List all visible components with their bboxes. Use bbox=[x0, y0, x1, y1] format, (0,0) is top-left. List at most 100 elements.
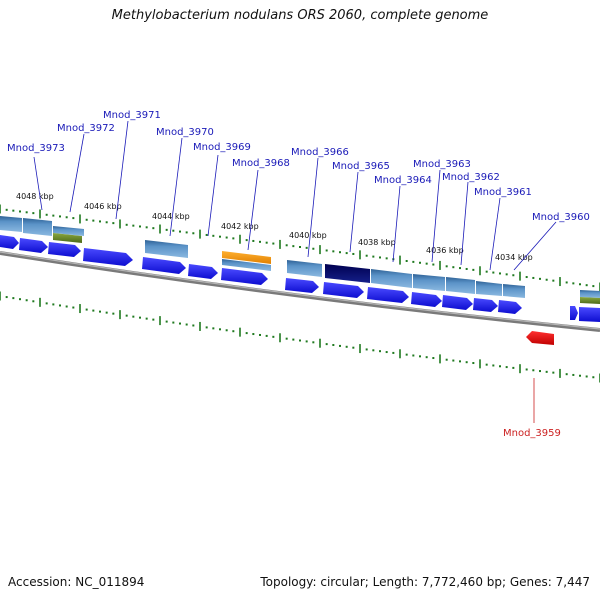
ruler-dot bbox=[579, 283, 581, 286]
gene-label-mnod-3973[interactable]: Mnod_3973 bbox=[7, 143, 65, 154]
reverse-gene-arrow[interactable] bbox=[526, 331, 554, 345]
cds-feature-dark[interactable] bbox=[325, 264, 370, 283]
ruler-dot bbox=[132, 224, 135, 227]
ruler-dot bbox=[179, 322, 181, 325]
cds-feature[interactable] bbox=[476, 281, 502, 296]
cds-feature[interactable] bbox=[145, 240, 188, 258]
ruler-dot bbox=[225, 236, 228, 239]
ruler-dot bbox=[585, 284, 588, 287]
cds-feature[interactable] bbox=[53, 226, 84, 236]
gene-arrow[interactable] bbox=[285, 278, 319, 293]
gene-label-mnod-3961[interactable]: Mnod_3961 bbox=[474, 187, 532, 198]
callout-line bbox=[207, 154, 219, 237]
ruler-dot bbox=[139, 316, 141, 319]
gene-arrow[interactable] bbox=[221, 268, 268, 285]
cds-feature[interactable] bbox=[446, 277, 475, 294]
ruler-dot bbox=[485, 363, 488, 366]
ruler-dot bbox=[32, 212, 35, 215]
forward-gene-track bbox=[0, 235, 600, 322]
ruler-dot bbox=[45, 302, 48, 305]
ruler-dot bbox=[412, 354, 415, 357]
ruler-dot bbox=[125, 314, 128, 317]
cds-feature[interactable] bbox=[0, 216, 22, 232]
gene-arrow[interactable] bbox=[0, 235, 19, 249]
gene-arrow[interactable] bbox=[411, 292, 442, 307]
ruler-label-4044: 4044 kbp bbox=[152, 212, 190, 221]
ruler-dot bbox=[232, 330, 235, 333]
cds-feature-green[interactable] bbox=[580, 297, 600, 304]
gene-label-mnod-3970[interactable]: Mnod_3970 bbox=[156, 127, 214, 138]
ruler-dot bbox=[505, 366, 508, 369]
gene-label-mnod-3959[interactable]: Mnod_3959 bbox=[503, 428, 561, 439]
gene-label-mnod-3965[interactable]: Mnod_3965 bbox=[332, 161, 390, 172]
gene-label-mnod-3960[interactable]: Mnod_3960 bbox=[532, 212, 590, 223]
gene-arrow[interactable] bbox=[323, 282, 364, 298]
ruler-dot bbox=[299, 246, 301, 248]
gene-arrow[interactable] bbox=[367, 287, 409, 303]
cds-feature[interactable] bbox=[23, 218, 52, 236]
ruler-dot bbox=[59, 215, 61, 218]
ruler-label-4048: 4048 kbp bbox=[16, 192, 54, 201]
ruler-dot bbox=[345, 345, 348, 348]
ruler-dot bbox=[185, 231, 188, 234]
ruler-dot bbox=[392, 351, 395, 354]
ruler-dot bbox=[452, 359, 455, 362]
gene-label-mnod-3962[interactable]: Mnod_3962 bbox=[442, 172, 500, 183]
callout-line bbox=[115, 120, 129, 220]
gene-arrow[interactable] bbox=[442, 295, 473, 310]
ruler-dot bbox=[552, 371, 555, 374]
ruler-label-4034: 4034 kbp bbox=[495, 253, 533, 262]
genome-backbone bbox=[0, 251, 600, 332]
gene-arrow[interactable] bbox=[579, 307, 600, 322]
gene-label-mnod-3966[interactable]: Mnod_3966 bbox=[291, 147, 349, 158]
cds-feature[interactable] bbox=[580, 290, 600, 298]
ruler-dot bbox=[32, 300, 35, 303]
ruler-dot bbox=[219, 235, 221, 238]
ruler-dot bbox=[512, 274, 515, 277]
gene-arrow[interactable] bbox=[498, 300, 522, 314]
ruler-dot bbox=[472, 268, 475, 271]
ruler-dot bbox=[12, 297, 15, 300]
ruler-dot bbox=[552, 279, 555, 282]
cds-feature[interactable] bbox=[371, 269, 412, 288]
gene-label-mnod-3963[interactable]: Mnod_3963 bbox=[413, 159, 471, 170]
gene-label-mnod-3969[interactable]: Mnod_3969 bbox=[193, 142, 251, 153]
ruler-dot bbox=[85, 308, 88, 311]
ruler-dot bbox=[85, 218, 88, 221]
gene-label-mnod-3964[interactable]: Mnod_3964 bbox=[374, 175, 432, 186]
ruler-dot bbox=[212, 327, 215, 330]
gene-label-mnod-3972[interactable]: Mnod_3972 bbox=[57, 123, 115, 134]
cds-feature[interactable] bbox=[287, 260, 322, 277]
cds-feature[interactable] bbox=[503, 284, 525, 298]
ruler-dot bbox=[525, 276, 528, 279]
ruler-dot bbox=[352, 346, 355, 349]
gene-label-mnod-3968[interactable]: Mnod_3968 bbox=[232, 158, 290, 169]
ruler-dot bbox=[45, 213, 48, 216]
gene-arrow[interactable] bbox=[188, 264, 218, 279]
ruler-dot bbox=[25, 299, 28, 302]
cds-feature-green[interactable] bbox=[53, 233, 82, 243]
ruler-dot bbox=[592, 285, 595, 288]
cds-feature-orange[interactable] bbox=[222, 251, 271, 264]
ruler-dot bbox=[72, 217, 75, 220]
ruler-dot bbox=[272, 242, 275, 245]
gene-arrow[interactable] bbox=[19, 238, 48, 253]
cds-feature-track bbox=[0, 216, 600, 304]
ruler-dot bbox=[285, 244, 288, 247]
gene-arrow[interactable] bbox=[83, 248, 133, 266]
gene-arrow[interactable] bbox=[48, 242, 81, 257]
gene-arrow[interactable] bbox=[570, 306, 578, 320]
cds-feature[interactable] bbox=[413, 274, 445, 291]
cds-feature[interactable] bbox=[222, 259, 271, 271]
gene-label-mnod-3971[interactable]: Mnod_3971 bbox=[103, 110, 161, 121]
ruler-dot bbox=[545, 278, 548, 281]
ruler-dot bbox=[179, 230, 181, 233]
ruler-dot bbox=[492, 364, 495, 367]
ruler-dot bbox=[385, 351, 388, 354]
gene-arrow[interactable] bbox=[142, 257, 186, 274]
ruler-dot bbox=[92, 219, 95, 222]
gene-arrow[interactable] bbox=[473, 298, 498, 312]
callout-line bbox=[69, 133, 85, 213]
ruler-dot bbox=[105, 221, 108, 224]
